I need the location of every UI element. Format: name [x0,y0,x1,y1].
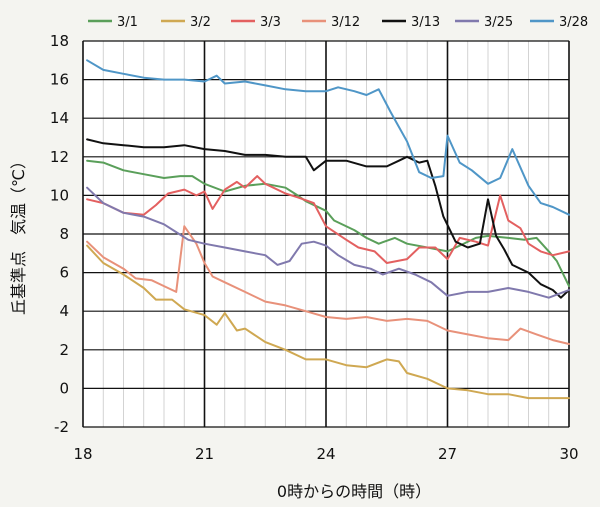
series-line-3-12 [86,225,570,345]
series-line-3-28 [86,59,570,216]
series-line-3-13 [86,138,570,299]
x-tick-label: 30 [559,445,578,463]
y-tick-label: 2 [59,341,69,359]
y-tick-label: 14 [50,109,69,127]
y-tick-label: 16 [50,71,69,89]
x-axis-title: 0時からの時間（時） [277,482,431,501]
x-tick-label: 27 [438,445,457,463]
legend-label: 3/1 [117,15,138,30]
x-tick-label: 18 [73,445,92,463]
legend-label: 3/25 [484,15,513,30]
legend-label: 3/12 [331,15,360,30]
gridlines [82,40,570,428]
y-tick-label: 0 [59,379,69,397]
series-line-3-3 [86,175,570,264]
y-tick-label: 8 [59,225,69,243]
series-layer [86,59,570,400]
y-tick-label: 6 [59,264,69,282]
legend-label: 3/13 [411,15,440,30]
y-tick-label: 18 [50,32,69,50]
y-tick-labels: -2 0 2 4 6 8 10 12 14 16 18 [50,32,69,436]
legend-label: 3/2 [190,15,211,30]
series-line-3-2 [86,244,570,400]
y-tick-label: 12 [50,148,69,166]
legend-label: 3/3 [260,15,281,30]
y-tick-label: 10 [50,186,69,204]
x-tick-label: 21 [195,445,214,463]
legend: 3/1 3/2 3/3 3/12 3/13 3/25 3/28 [88,15,588,30]
series-line-3-1 [86,159,570,288]
x-tick-labels: 18 21 24 27 30 [73,445,578,463]
series-line-3-25 [86,186,570,299]
legend-label: 3/28 [559,15,588,30]
y-tick-label: -2 [54,418,69,436]
x-tick-label: 24 [316,445,335,463]
y-tick-label: 4 [59,302,69,320]
y-axis-title: 丘基準点 気温（℃） [9,153,28,315]
